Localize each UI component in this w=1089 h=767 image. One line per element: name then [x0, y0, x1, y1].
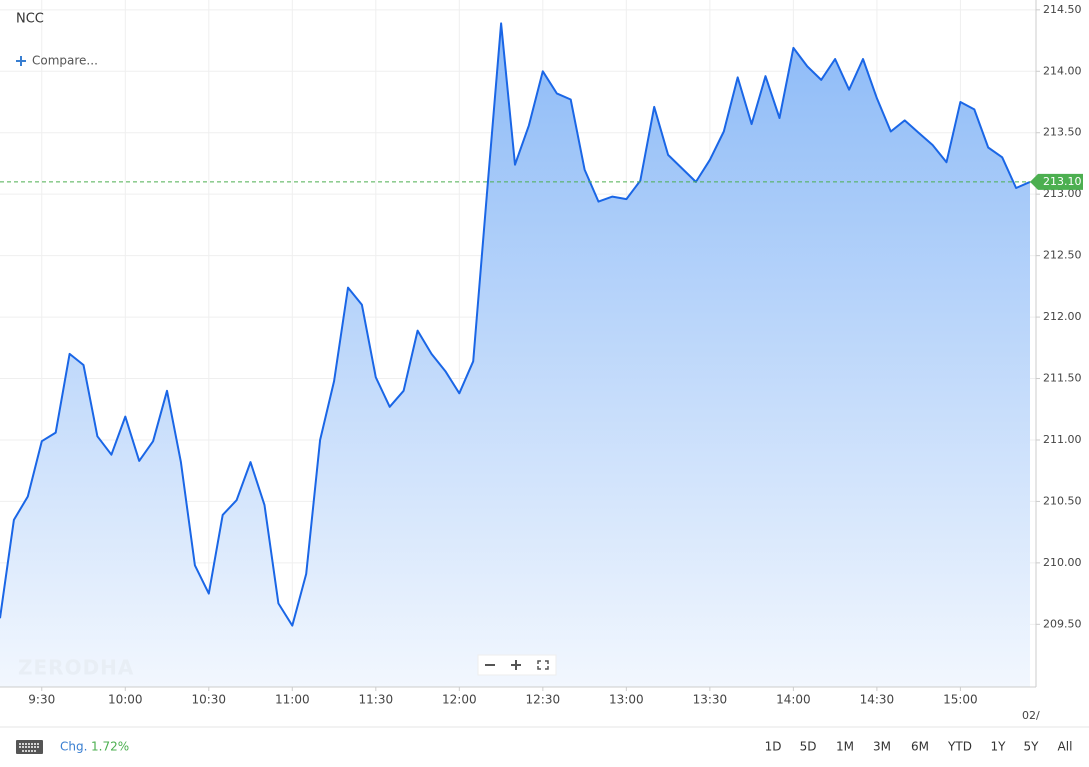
keyboard-keys — [19, 743, 40, 752]
keyboard-icon[interactable] — [16, 740, 43, 754]
range-button[interactable]: 5D — [800, 740, 817, 754]
watermark: ZERODHA — [18, 656, 134, 680]
x-tick-label: 9:30 — [28, 693, 55, 707]
range-button[interactable]: YTD — [947, 740, 972, 754]
y-tick-label: 210.50 — [1043, 494, 1082, 507]
change-value: 1.72% — [91, 740, 129, 754]
price-line — [0, 22, 1031, 627]
y-tick-label: 214.50 — [1043, 3, 1082, 16]
date-label: 02/ — [1022, 709, 1040, 722]
y-tick-label: 212.00 — [1043, 310, 1082, 323]
x-tick-label: 14:30 — [860, 693, 895, 707]
range-button[interactable]: 1Y — [991, 740, 1007, 754]
change-label: Chg. — [60, 740, 87, 754]
y-tick-label: 213.00 — [1043, 187, 1082, 200]
x-tick-label: 13:00 — [609, 693, 644, 707]
y-tick-label: 213.50 — [1043, 126, 1082, 139]
y-tick-label: 211.00 — [1043, 433, 1082, 446]
symbol-title: NCC — [16, 12, 44, 27]
y-tick-label: 212.50 — [1043, 249, 1082, 262]
range-button[interactable]: All — [1058, 740, 1073, 754]
zoom-in[interactable] — [511, 660, 521, 670]
x-tick-label: 14:00 — [776, 693, 811, 707]
last-price-tag — [1030, 173, 1083, 190]
last-price-label: 213.10 — [1043, 175, 1082, 188]
zoom-controls — [477, 654, 557, 676]
x-tick-label: 13:30 — [693, 693, 728, 707]
range-button[interactable]: 5Y — [1024, 740, 1040, 754]
plus-icon — [16, 56, 26, 66]
y-tick-label: 209.50 — [1043, 617, 1082, 630]
y-tick-label: 211.50 — [1043, 372, 1082, 385]
range-button[interactable]: 1M — [836, 740, 854, 754]
x-tick-label: 10:30 — [191, 693, 226, 707]
x-tick-label: 12:30 — [526, 693, 561, 707]
x-tick-label: 12:00 — [442, 693, 477, 707]
x-tick-label: 11:30 — [359, 693, 394, 707]
y-tick-label: 210.00 — [1043, 556, 1082, 569]
fullscreen[interactable] — [537, 660, 549, 670]
compare-label[interactable]: Compare... — [32, 54, 98, 68]
compare-button[interactable]: Compare... — [16, 54, 98, 68]
y-tick-label: 214.00 — [1043, 64, 1082, 77]
range-button[interactable]: 3M — [873, 740, 891, 754]
plot — [0, 22, 1031, 687]
range-button[interactable]: 1D — [765, 740, 782, 754]
area-fill — [0, 23, 1030, 687]
x-tick-label: 10:00 — [108, 693, 143, 707]
x-tick-label: 11:00 — [275, 693, 310, 707]
range-button[interactable]: 6M — [911, 740, 929, 754]
x-tick-label: 15:00 — [943, 693, 978, 707]
